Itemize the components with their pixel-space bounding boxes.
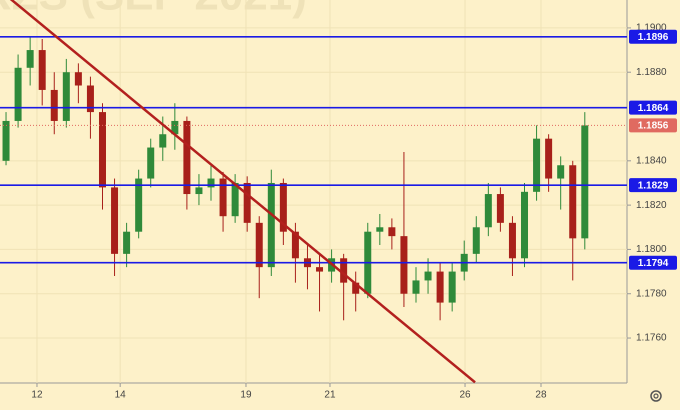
candle-body (219, 178, 227, 217)
y-tick-label: 1.1820 (636, 200, 667, 211)
candle-body (484, 194, 492, 228)
candle-body (2, 120, 10, 161)
candle-body (340, 258, 348, 283)
level-label-box (629, 255, 677, 270)
x-tick-label: 14 (115, 390, 127, 401)
candle-body (291, 231, 299, 259)
last-price-box (629, 118, 677, 133)
x-tick-label: 28 (535, 390, 547, 401)
candle-body (400, 236, 408, 294)
candle-body (352, 282, 360, 294)
candle-body (26, 50, 34, 68)
candle-body (255, 222, 263, 268)
candle-body (545, 138, 553, 179)
candle-body (388, 227, 396, 237)
candle-body (14, 67, 22, 121)
x-tick-label: 21 (324, 390, 336, 401)
candle-body (135, 178, 143, 232)
candle-body (412, 280, 420, 294)
candle-body (62, 72, 70, 121)
watermark: RZS (SEP 2021) (0, 0, 307, 20)
settings-icon[interactable] (650, 390, 662, 402)
y-tick-label: 1.1780 (636, 288, 667, 299)
candle-body (496, 194, 504, 223)
candle-body (38, 50, 46, 90)
candle-body (86, 85, 94, 113)
y-tick-label: 1.1800 (636, 244, 667, 255)
candle-body (195, 187, 203, 195)
candle-body (171, 120, 179, 135)
level-label: 1.1794 (638, 258, 669, 269)
candle-body (267, 182, 275, 268)
candle-body (147, 147, 155, 179)
level-label: 1.1896 (638, 32, 669, 43)
level-label-box (629, 29, 677, 44)
candle-body (569, 165, 577, 239)
x-tick-label: 26 (459, 390, 471, 401)
candle-body (521, 191, 529, 259)
candle-body (424, 271, 432, 281)
candle-body (533, 138, 541, 192)
candle-body (50, 89, 58, 121)
candle-body (508, 222, 516, 259)
candle-body (316, 267, 324, 272)
y-tick-label: 1.1840 (636, 155, 667, 166)
candle-body (376, 227, 384, 232)
candle-body (279, 182, 287, 232)
candle-body (448, 271, 456, 303)
x-tick-label: 12 (31, 390, 43, 401)
candle-body (231, 182, 239, 217)
level-label: 1.1864 (638, 103, 669, 114)
x-tick-label: 19 (240, 390, 252, 401)
level-label: 1.1829 (638, 180, 669, 191)
y-tick-label: 1.1900 (636, 23, 667, 34)
candle-body (123, 231, 131, 254)
candle-body (74, 72, 82, 86)
candle-body (472, 227, 480, 254)
candle-body (183, 120, 191, 195)
level-label-box (629, 100, 677, 115)
candle-body (111, 187, 119, 254)
candle-body (159, 134, 167, 148)
level-label-box (629, 178, 677, 193)
candle-body (243, 182, 251, 223)
candle-body (207, 178, 215, 188)
trendline (9, 0, 476, 384)
candle-body (98, 112, 106, 188)
candle-body (436, 271, 444, 303)
candle-body (581, 125, 589, 239)
candle-body (557, 165, 565, 179)
last-price-label: 1.1856 (638, 121, 669, 132)
y-tick-label: 1.1760 (636, 333, 667, 344)
y-tick-label: 1.1880 (636, 67, 667, 78)
